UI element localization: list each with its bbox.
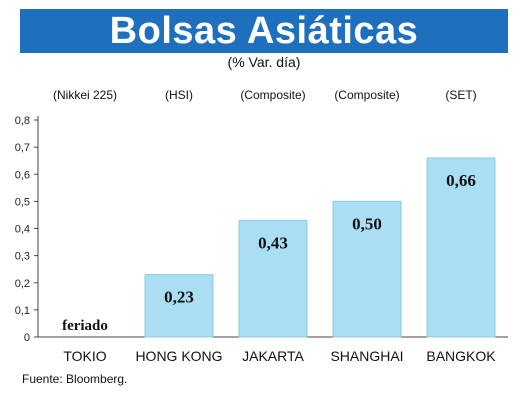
y-tick-label: 0,7 (15, 142, 30, 154)
bar-shanghai (332, 200, 402, 338)
y-tick-label: 0,8 (15, 115, 30, 127)
category-label: TOKIO (63, 348, 106, 364)
y-tick-label: 0,1 (15, 305, 30, 317)
source-note: Fuente: Bloomberg. (22, 372, 128, 386)
category-label: HONG KONG (135, 348, 222, 364)
index-label: (Composite) (334, 88, 400, 102)
index-label: (Nikkei 225) (52, 88, 118, 102)
title-bar: Bolsas Asiáticas (20, 9, 508, 53)
y-tick-label: 0,2 (15, 278, 30, 290)
index-label: (SET) (445, 88, 477, 102)
chart-title: Bolsas Asiáticas (109, 10, 419, 52)
data-label: 0,43 (258, 233, 288, 252)
y-tick-label: 0,3 (15, 251, 30, 263)
data-label: feriado (62, 318, 108, 334)
category-label: BANGKOK (426, 348, 496, 364)
category-label: JAKARTA (242, 348, 304, 364)
bar-jakarta (238, 219, 308, 338)
data-label: 0,50 (352, 214, 382, 233)
index-label: (HSI) (165, 88, 193, 102)
index-label: (Composite) (240, 88, 306, 102)
bar-hong-kong (144, 274, 214, 338)
y-tick-label: 0 (24, 332, 30, 344)
chart-subtitle: (% Var. día) (227, 54, 301, 70)
y-tick-label: 0,5 (15, 196, 30, 208)
y-tick-label: 0,4 (15, 224, 30, 236)
y-tick-label: 0,6 (15, 169, 30, 181)
bar-chart: 0 0,1 0,2 0,3 0,4 0,5 0,6 0,7 0,8 feriado TOKIO 0,2… (15, 115, 508, 364)
category-label: SHANGHAI (330, 348, 403, 364)
data-label: 0,23 (164, 288, 194, 307)
data-label: 0,66 (446, 171, 476, 190)
bar-bangkok (426, 157, 496, 338)
